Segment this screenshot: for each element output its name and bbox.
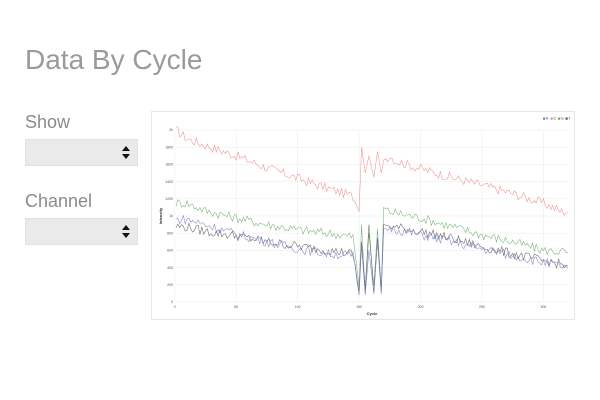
legend-swatch-G [558, 117, 561, 120]
x-axis-title: Cycle [367, 311, 378, 316]
chart-panel: 0 200 400 600 800 1k 1200 1400 1600 1800 2k 0 50 100 1… [151, 111, 575, 320]
y-tick-label: 800 [167, 231, 173, 235]
x-tick-label: 250 [479, 305, 485, 309]
y-tick-label: 1800 [165, 145, 173, 149]
x-tick-label: 300 [541, 305, 547, 309]
page-title: Data By Cycle [25, 44, 203, 75]
select-arrows-icon [122, 146, 131, 160]
series-line-A [175, 214, 569, 296]
y-tick-label: 1200 [165, 197, 173, 201]
legend-label-G: G [561, 117, 564, 121]
legend-label-A: A [546, 117, 549, 121]
x-tick-label: 150 [356, 305, 362, 309]
y-tick-label: 0 [171, 300, 173, 304]
y-tick-label: 200 [167, 283, 173, 287]
show-select[interactable] [25, 139, 138, 166]
y-tick-label: 400 [167, 266, 173, 270]
series-line-T [175, 222, 569, 294]
chart-axes: 0 200 400 600 800 1k 1200 1400 1600 1800 2k 0 50 100 1… [158, 128, 546, 316]
y-tick-label: 1k [169, 214, 173, 218]
channel-select[interactable] [25, 218, 138, 245]
x-tick-label: 100 [295, 305, 301, 309]
y-tick-label: 1600 [165, 163, 173, 167]
legend-swatch-T [565, 117, 568, 120]
show-label: Show [25, 112, 71, 132]
x-tick-label: 50 [234, 305, 238, 309]
legend-swatch-A [543, 117, 546, 120]
x-tick-label: 0 [174, 305, 176, 309]
legend-swatch-C [550, 117, 553, 120]
chart-series [175, 126, 569, 296]
intensity-by-cycle-chart: 0 200 400 600 800 1k 1200 1400 1600 1800 2k 0 50 100 1… [158, 117, 572, 316]
legend-label-T: T [569, 117, 572, 121]
y-tick-label: 2k [169, 128, 173, 132]
y-tick-label: 1400 [165, 180, 173, 184]
x-tick-label: 200 [418, 305, 424, 309]
y-tick-label: 600 [167, 249, 173, 253]
channel-label: Channel [25, 191, 93, 211]
series-line-C [175, 126, 569, 216]
select-arrows-icon [122, 225, 131, 239]
legend-label-C: C [554, 117, 557, 121]
y-axis-title: Intensity [158, 207, 163, 224]
